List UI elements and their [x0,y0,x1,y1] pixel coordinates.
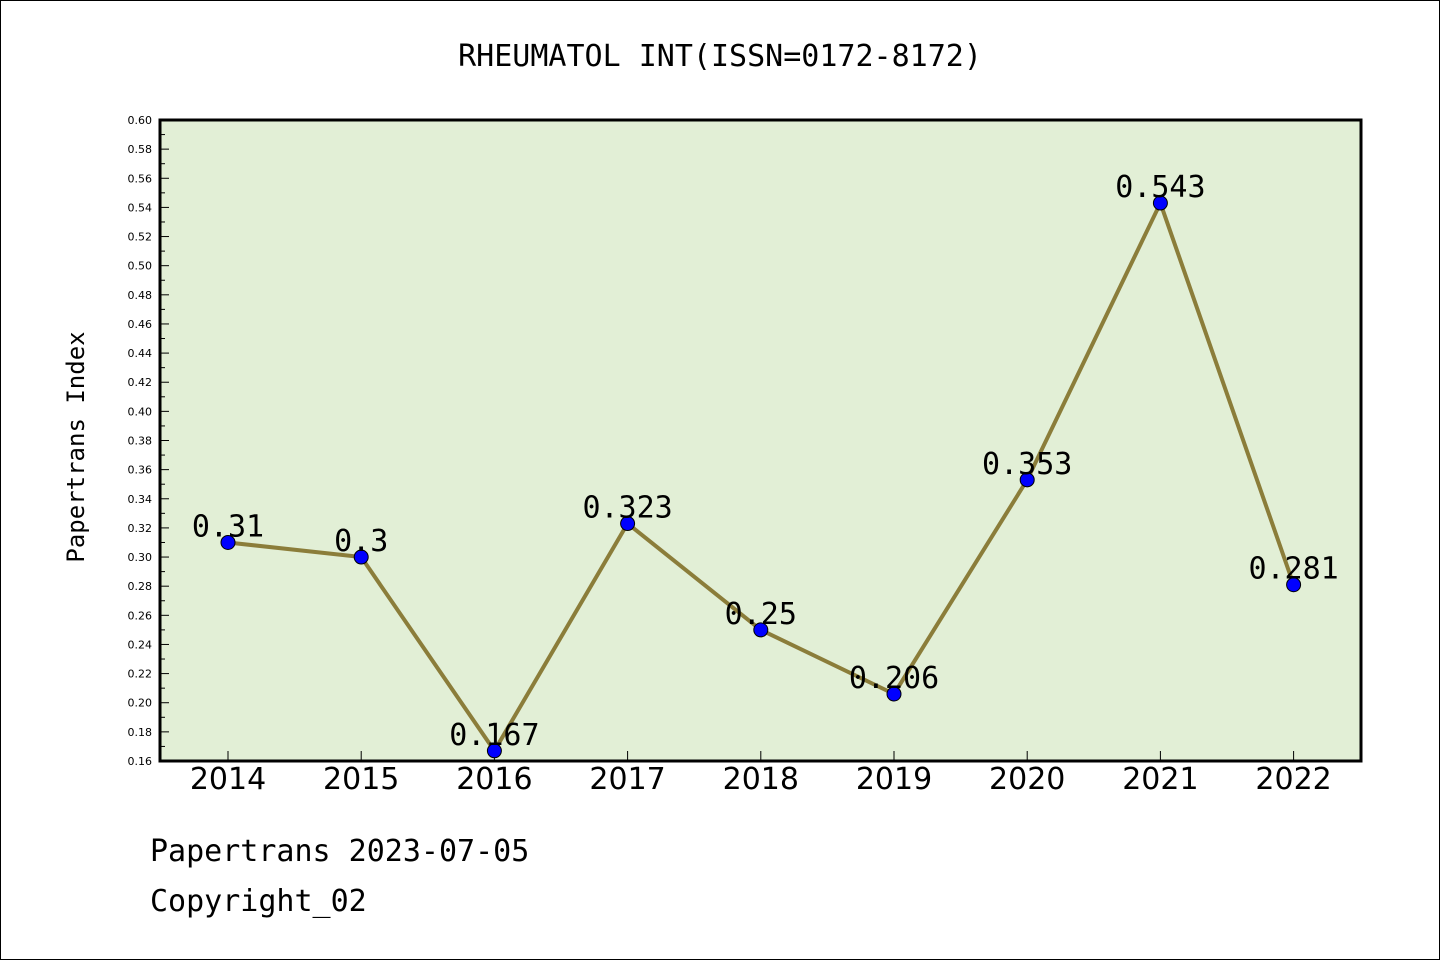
y-tick-label: 0.34 [128,493,153,506]
data-labels: 0.31 0.3 0.167 0.323 0.25 0.206 0.353 0.543 0.28… [192,170,1339,753]
data-label: 0.167 [449,718,539,753]
data-label: 0.543 [1115,170,1205,205]
x-tick-label: 2020 [989,762,1065,797]
y-tick-label: 0.38 [128,435,153,448]
y-tick-label: 0.56 [128,172,153,185]
y-axis-ticks: 0.16 0.18 0.20 0.22 0.24 0.26 0.28 0.30 0.32 0.34… [128,114,169,768]
x-tick-label: 2015 [323,762,399,797]
y-tick-label: 0.48 [128,289,153,302]
y-tick-label: 0.42 [128,376,153,389]
data-point [353,549,369,565]
y-tick-label: 0.46 [128,318,153,331]
y-tick-label: 0.44 [128,347,153,360]
data-point [1152,195,1168,211]
y-tick-label: 0.58 [128,143,153,156]
y-tick-label: 0.40 [128,405,153,418]
data-point [220,534,236,550]
y-tick-label: 0.50 [128,260,153,273]
x-tick-label: 2022 [1255,762,1331,797]
data-points [220,195,1302,759]
x-tick-label: 2014 [190,762,266,797]
chart-title: RHEUMATOL INT(ISSN=0172-8172) [458,39,982,74]
data-point [753,622,769,638]
data-point [886,686,902,702]
y-tick-label: 0.54 [128,201,153,214]
y-tick-label: 0.28 [128,580,153,593]
x-axis-ticks: 2014 2015 2016 2017 2018 2019 2020 2021 2022 [190,751,1332,797]
y-tick-label: 0.36 [128,464,153,477]
data-label: 0.3 [334,524,388,559]
data-label: 0.206 [849,661,939,696]
data-label: 0.323 [582,491,672,526]
y-axis-label: Papertrans Index [62,331,90,562]
footer-date: Papertrans 2023-07-05 [150,834,530,869]
data-label: 0.25 [725,597,797,632]
x-tick-label: 2019 [856,762,932,797]
y-tick-label: 0.30 [128,551,153,564]
data-point [1286,577,1302,593]
data-label: 0.31 [192,509,264,544]
x-tick-label: 2017 [589,762,665,797]
y-tick-label: 0.24 [128,638,153,651]
data-point [620,516,636,532]
y-tick-label: 0.22 [128,668,153,681]
y-tick-label: 0.18 [128,726,153,739]
y-tick-label: 0.60 [128,114,153,127]
y-tick-label: 0.16 [128,755,153,768]
y-tick-label: 0.20 [128,697,153,710]
y-tick-label: 0.32 [128,522,153,535]
y-tick-label: 0.52 [128,231,153,244]
x-tick-label: 2016 [456,762,532,797]
data-point [1019,472,1035,488]
x-tick-label: 2021 [1122,762,1198,797]
plot-area [158,118,1363,763]
y-tick-label: 0.26 [128,609,153,622]
data-point [486,743,502,759]
data-label: 0.281 [1248,552,1338,587]
data-label: 0.353 [982,447,1072,482]
x-tick-label: 2018 [723,762,799,797]
footer-copyright: Copyright_02 [150,884,367,919]
